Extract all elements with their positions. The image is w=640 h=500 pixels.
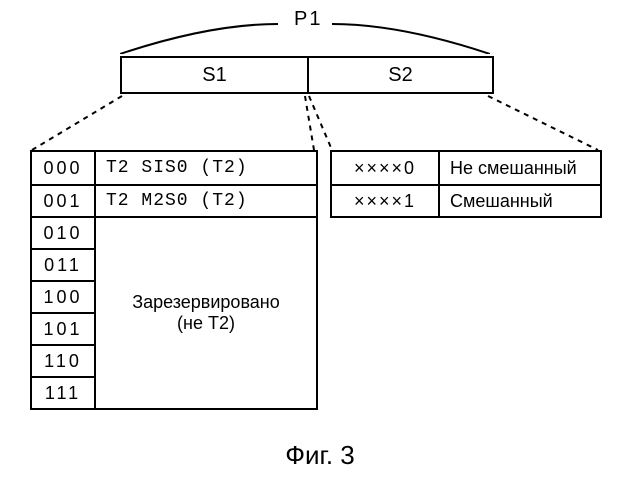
left-table: 000 T2 SIS0 (T2) 001 T2 M2S0 (T2) 010 01… — [30, 150, 318, 410]
right-table: ××××0 Не смешанный ××××1 Смешанный — [330, 150, 602, 218]
right-desc-1: Смешанный — [440, 184, 600, 216]
left-reserved-desc: Зарезервировано (не T2) — [96, 216, 316, 408]
right-row-1: ××××1 Смешанный — [332, 184, 600, 216]
left-code-3: 011 — [32, 248, 96, 280]
right-code-0: ××××0 — [332, 152, 440, 184]
right-desc-0: Не смешанный — [440, 152, 600, 184]
reserved-line-2: (не T2) — [177, 313, 235, 334]
figure-caption: Фиг. 3 — [0, 440, 640, 471]
left-code-7: 111 — [32, 376, 96, 408]
left-row-1: 001 T2 M2S0 (T2) — [32, 184, 316, 216]
left-code-0: 000 — [32, 152, 96, 184]
left-code-2: 010 — [32, 216, 96, 248]
left-desc-0: T2 SIS0 (T2) — [96, 152, 316, 184]
left-code-4: 100 — [32, 280, 96, 312]
left-reserved-codes: 010 011 100 101 110 111 — [32, 216, 96, 408]
p1-arc — [120, 14, 490, 54]
reserved-line-1: Зарезервировано — [132, 292, 280, 313]
right-code-1: ××××1 — [332, 184, 440, 216]
figure-canvas: P1 S1 S2 000 T2 SIS0 (T2) 001 T2 M2S0 (T… — [0, 0, 640, 500]
s-row: S1 S2 — [120, 56, 494, 94]
left-desc-1: T2 M2S0 (T2) — [96, 184, 316, 216]
right-row-0: ××××0 Не смешанный — [332, 152, 600, 184]
left-code-1: 001 — [32, 184, 96, 216]
left-code-5: 101 — [32, 312, 96, 344]
s1-cell: S1 — [122, 58, 307, 92]
s2-cell: S2 — [307, 58, 492, 92]
left-code-6: 110 — [32, 344, 96, 376]
left-row-0: 000 T2 SIS0 (T2) — [32, 152, 316, 184]
left-reserved-block: 010 011 100 101 110 111 Зарезервировано … — [32, 216, 316, 408]
